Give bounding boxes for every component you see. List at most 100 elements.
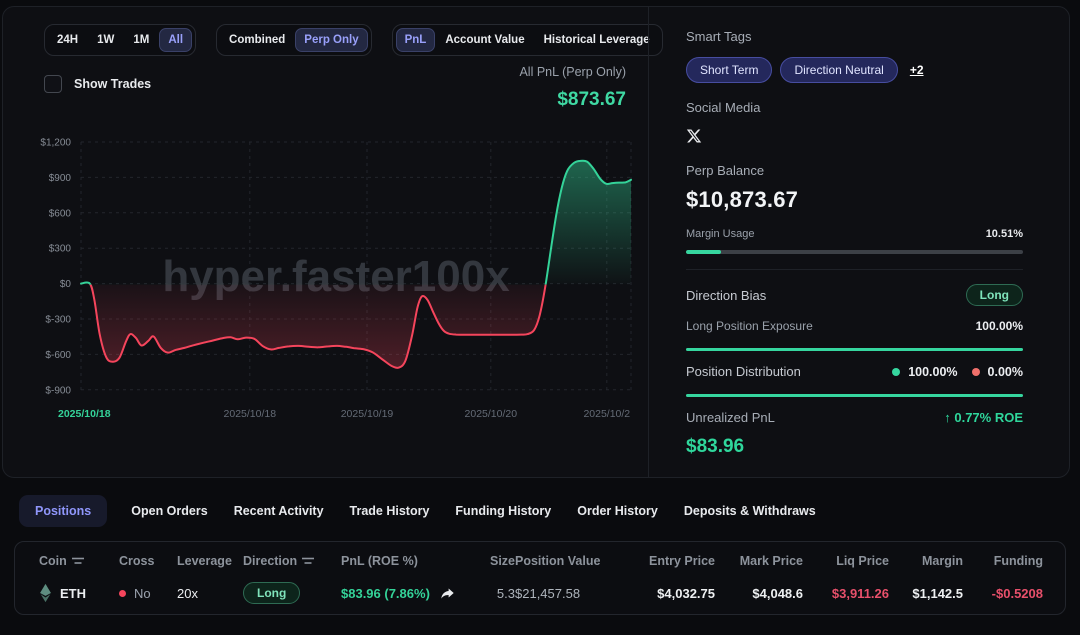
pnl-summary-value: $873.67 — [557, 89, 626, 110]
direction-bias-row: Direction Bias Long — [686, 284, 1023, 306]
analytics-card: 24H 1W 1M All Combined Perp Only PnL Account … — [2, 6, 1070, 478]
show-trades-label: Show Trades — [74, 77, 152, 91]
entry-price-cell: $4,032.75 — [657, 585, 715, 601]
tab-open-orders[interactable]: Open Orders — [131, 504, 208, 518]
filter-icon[interactable] — [302, 557, 315, 565]
scope-group: Combined Perp Only — [216, 24, 372, 56]
svg-text:2025/10/20: 2025/10/20 — [465, 408, 518, 420]
perp-balance-title: Perp Balance — [686, 163, 765, 178]
cross-dot-icon — [119, 589, 126, 597]
direction-bias-label: Direction Bias — [686, 287, 767, 303]
tab-recent-activity[interactable]: Recent Activity — [233, 504, 324, 518]
long-exposure-bar — [686, 348, 1023, 351]
long-exposure-row: Long Position Exposure 100.00% — [686, 319, 1023, 333]
long-exposure-label: Long Position Exposure — [686, 319, 813, 333]
svg-text:2025/10/18: 2025/10/18 — [224, 408, 277, 420]
scope-option-combined[interactable]: Combined — [220, 28, 294, 52]
svg-text:$1,200: $1,200 — [40, 138, 71, 149]
column-header-leverage: Leverage — [177, 554, 232, 568]
filter-icon[interactable] — [71, 557, 84, 565]
direction-cell: Long — [243, 582, 341, 604]
social-media-title: Social Media — [686, 100, 761, 115]
column-header-cross: Cross — [119, 554, 155, 568]
table-header: Coin Cross Leverage Direction PnL (ROE %) Siz… — [39, 554, 1043, 568]
position-value-cell: $21,457.58 — [515, 585, 581, 601]
table-row[interactable]: ETH No 20x Long $83.96 (7.86%) 5.3 $21,4… — [39, 582, 1043, 604]
time-range-option-24h[interactable]: 24H — [48, 28, 87, 52]
pnl-chart[interactable]: $1,200 $900 $600 $300 $0 $-300 $-600 $-900 hyper… — [3, 131, 651, 443]
direction-bias-badge: Long — [965, 284, 1023, 306]
stats-pane: Smart Tags Short Term Direction Neutral +… — [686, 7, 1023, 458]
funding-cell: -$0.5208 — [991, 585, 1043, 601]
smart-tag-short-term[interactable]: Short Term — [686, 57, 773, 83]
show-trades-toggle[interactable]: Show Trades — [44, 75, 151, 93]
metric-option-account-value[interactable]: Account Value — [436, 28, 533, 52]
column-header-direction[interactable]: Direction — [243, 554, 341, 568]
tab-funding-history[interactable]: Funding History — [455, 504, 552, 518]
column-header-position-value: Position Value — [515, 554, 601, 568]
smart-tag-direction-neutral[interactable]: Direction Neutral — [780, 57, 898, 83]
position-distribution-row: Position Distribution 100.00% 0.00% — [686, 364, 1023, 379]
metric-option-historical-leverage[interactable]: Historical Leverage — [535, 28, 659, 52]
metric-group: PnL Account Value Historical Leverage — [391, 24, 663, 56]
time-range-option-1w[interactable]: 1W — [88, 28, 123, 52]
margin-usage-bar — [686, 250, 1023, 254]
show-trades-checkbox[interactable] — [44, 75, 62, 93]
unrealized-pnl-value: $83.96 — [686, 436, 745, 457]
column-header-entry-price: Entry Price — [648, 554, 715, 568]
tab-deposits-withdraws[interactable]: Deposits & Withdraws — [683, 504, 816, 518]
column-header-coin[interactable]: Coin — [39, 554, 119, 568]
smart-tags-row: Short Term Direction Neutral +2 — [686, 57, 1023, 83]
long-dot-icon — [892, 367, 901, 376]
unrealized-pnl-row: Unrealized PnL ↑ 0.77% ROE — [686, 410, 1023, 425]
svg-text:2025/10/19: 2025/10/19 — [341, 408, 394, 420]
svg-text:$0: $0 — [60, 279, 72, 290]
section-divider — [686, 269, 1023, 270]
pnl-summary-label: All PnL (Perp Only) — [519, 65, 626, 79]
column-header-mark-price: Mark Price — [739, 554, 803, 568]
unrealized-pnl-label: Unrealized PnL — [686, 410, 775, 425]
share-icon[interactable] — [440, 586, 455, 601]
tab-order-history[interactable]: Order History — [577, 504, 658, 518]
smart-tags-title: Smart Tags — [686, 29, 752, 44]
positions-table: Coin Cross Leverage Direction PnL (ROE %) Siz… — [14, 541, 1066, 615]
svg-text:$900: $900 — [49, 173, 72, 184]
x-twitter-icon[interactable] — [686, 128, 702, 144]
position-distribution-label: Position Distribution — [686, 364, 801, 379]
svg-text:2025/10/18: 2025/10/18 — [58, 408, 111, 420]
margin-usage-label: Margin Usage — [686, 228, 755, 240]
time-range-option-all[interactable]: All — [159, 28, 193, 52]
size-cell: 5.3 — [496, 585, 515, 601]
margin-cell: $1,142.5 — [912, 585, 963, 601]
column-header-size: Size — [489, 554, 515, 568]
direction-badge: Long — [243, 582, 301, 604]
short-percent: 0.00% — [987, 364, 1023, 379]
liq-price-cell: $3,911.26 — [831, 585, 889, 601]
scope-option-perp-only[interactable]: Perp Only — [295, 28, 368, 52]
svg-text:$-900: $-900 — [45, 385, 71, 396]
bottom-tabs: Positions Open Orders Recent Activity Trade… — [19, 495, 818, 527]
svg-text:$-600: $-600 — [45, 350, 71, 361]
column-header-liq-price: Liq Price — [836, 554, 889, 568]
metric-option-pnl[interactable]: PnL — [395, 28, 436, 52]
column-header-funding: Funding — [993, 554, 1043, 568]
cross-cell: No — [119, 586, 177, 601]
tab-trade-history[interactable]: Trade History — [349, 504, 430, 518]
svg-text:$600: $600 — [49, 208, 72, 219]
pnl-summary: All PnL (Perp Only) $873.67 — [519, 65, 626, 111]
svg-text:$300: $300 — [49, 244, 72, 255]
more-tags-link[interactable]: +2 — [909, 63, 924, 77]
pnl-chart-svg: $1,200$900$600$300$0$-300$-600$-900hyper… — [40, 138, 632, 420]
perp-balance-value: $10,873.67 — [686, 187, 799, 212]
distribution-legend: 100.00% 0.00% — [892, 365, 1023, 379]
short-dot-icon — [971, 367, 980, 376]
distribution-bar — [686, 394, 1023, 397]
coin-cell: ETH — [39, 583, 119, 603]
pnl-cell: $83.96 (7.86%) — [341, 586, 471, 601]
chart-controls: 24H 1W 1M All Combined Perp Only PnL Account … — [44, 24, 663, 56]
time-range-group: 24H 1W 1M All — [44, 24, 197, 56]
tab-positions[interactable]: Positions — [19, 495, 108, 527]
eth-icon — [39, 583, 52, 603]
time-range-option-1m[interactable]: 1M — [124, 28, 158, 52]
